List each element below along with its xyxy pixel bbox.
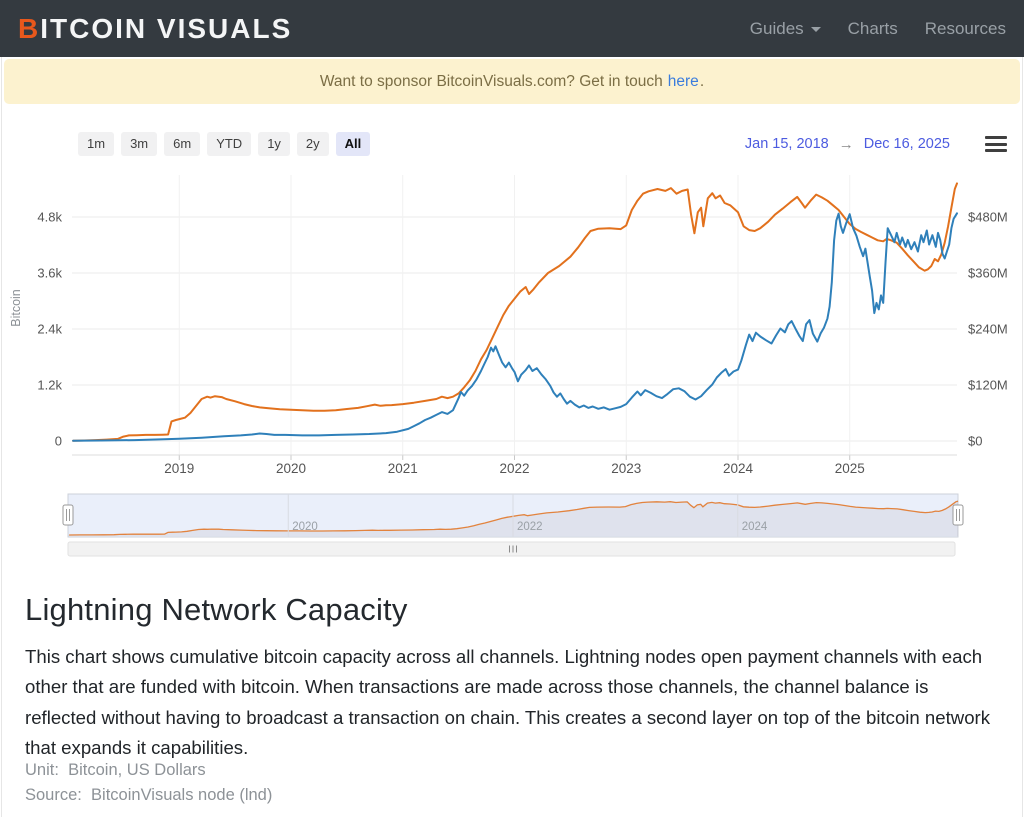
x-axis-tick: 2022: [499, 461, 529, 476]
series-line-left: [72, 182, 958, 442]
sponsor-banner-period: .: [699, 72, 705, 90]
range-button-ytd[interactable]: YTD: [207, 132, 252, 156]
site-logo[interactable]: BITCOIN VISUALS: [18, 13, 292, 45]
range-button-2y[interactable]: 2y: [296, 132, 329, 156]
source-label: Source:: [25, 785, 82, 804]
navigator-year-label: 2020: [292, 521, 318, 533]
navigator-year-label: 2024: [742, 521, 768, 533]
x-axis-tick: 2019: [164, 461, 194, 476]
range-button-1m[interactable]: 1m: [78, 132, 115, 156]
x-axis-tick: 2024: [723, 461, 754, 476]
right-axis-tick: $240M: [968, 322, 1008, 337]
sponsor-contact-link[interactable]: here: [667, 72, 699, 90]
chart-plot-area[interactable]: [72, 175, 957, 455]
navigator-series-line: [69, 500, 959, 536]
x-axis-tick: 2023: [611, 461, 641, 476]
range-selector: 1m 3m 6m YTD 1y 2y All: [78, 132, 371, 156]
chart-meta: Unit: Bitcoin, US Dollars Source: Bitcoi…: [25, 758, 272, 807]
date-to[interactable]: Dec 16, 2025: [863, 136, 950, 152]
sponsor-banner: Want to sponsor BitcoinVisuals.com? Get …: [4, 59, 1020, 104]
hamburger-icon: [985, 136, 1007, 139]
right-axis-tick: $120M: [968, 378, 1008, 393]
left-axis-tick: 4.8k: [37, 210, 62, 225]
left-axis-tick: 1.2k: [37, 378, 62, 393]
navigator-year-label: 2022: [517, 521, 543, 533]
nav-links: Guides Charts Resources: [750, 19, 1006, 39]
right-axis-tick: $360M: [968, 266, 1008, 281]
range-button-3m[interactable]: 3m: [121, 132, 158, 156]
left-axis-tick: 2.4k: [37, 322, 62, 337]
chart-toolbar: 1m 3m 6m YTD 1y 2y All Jan 15, 2018 → De…: [78, 131, 950, 157]
x-axis-tick: 2020: [276, 461, 306, 476]
series-line-right: [72, 212, 958, 442]
navbar: BITCOIN VISUALS Guides Charts Resources: [0, 0, 1024, 57]
navigator-handle-left[interactable]: [62, 504, 74, 526]
chevron-down-icon: [810, 26, 821, 32]
logo-first-letter: B: [18, 12, 41, 44]
right-axis-tick: $480M: [968, 210, 1008, 225]
x-axis-tick: 2025: [835, 461, 865, 476]
sponsor-banner-text: Want to sponsor BitcoinVisuals.com? Get …: [319, 72, 663, 90]
date-from[interactable]: Jan 15, 2018: [744, 136, 829, 152]
main-chart: 0 $0 1.2k $120M 2.4k $240M 3.6k $360M 4.8k $480M 2…: [9, 175, 1008, 557]
chart-menu-button[interactable]: [985, 136, 1007, 152]
chart-description: This chart shows cumulative bitcoin capa…: [25, 645, 991, 759]
range-button-1y[interactable]: 1y: [258, 132, 290, 156]
page-title: Lightning Network Capacity: [25, 591, 408, 627]
unit-value: Bitcoin, US Dollars: [68, 761, 206, 779]
logo-text: ITCOIN VISUALS: [40, 12, 293, 44]
nav-item-guides[interactable]: Guides: [750, 19, 821, 39]
x-axis-tick: 2021: [388, 461, 418, 476]
unit-label: Unit:: [25, 761, 59, 779]
range-button-all[interactable]: All: [335, 132, 371, 156]
left-axis-tick: 0: [55, 434, 62, 449]
nav-item-resources[interactable]: Resources: [924, 18, 1006, 38]
date-range: Jan 15, 2018 → Dec 16, 2025: [745, 136, 950, 153]
nav-item-charts[interactable]: Charts: [847, 18, 898, 38]
date-arrow-icon: →: [838, 135, 854, 153]
range-button-6m[interactable]: 6m: [164, 132, 201, 156]
source-value: BitcoinVisuals node (lnd): [91, 785, 273, 804]
navigator-handle-right[interactable]: [952, 504, 964, 526]
left-axis-tick: 3.6k: [37, 266, 62, 281]
chart-scrollbar[interactable]: [67, 541, 956, 557]
right-axis-tick: $0: [968, 434, 982, 449]
left-axis-title: Bitcoin: [9, 289, 23, 327]
